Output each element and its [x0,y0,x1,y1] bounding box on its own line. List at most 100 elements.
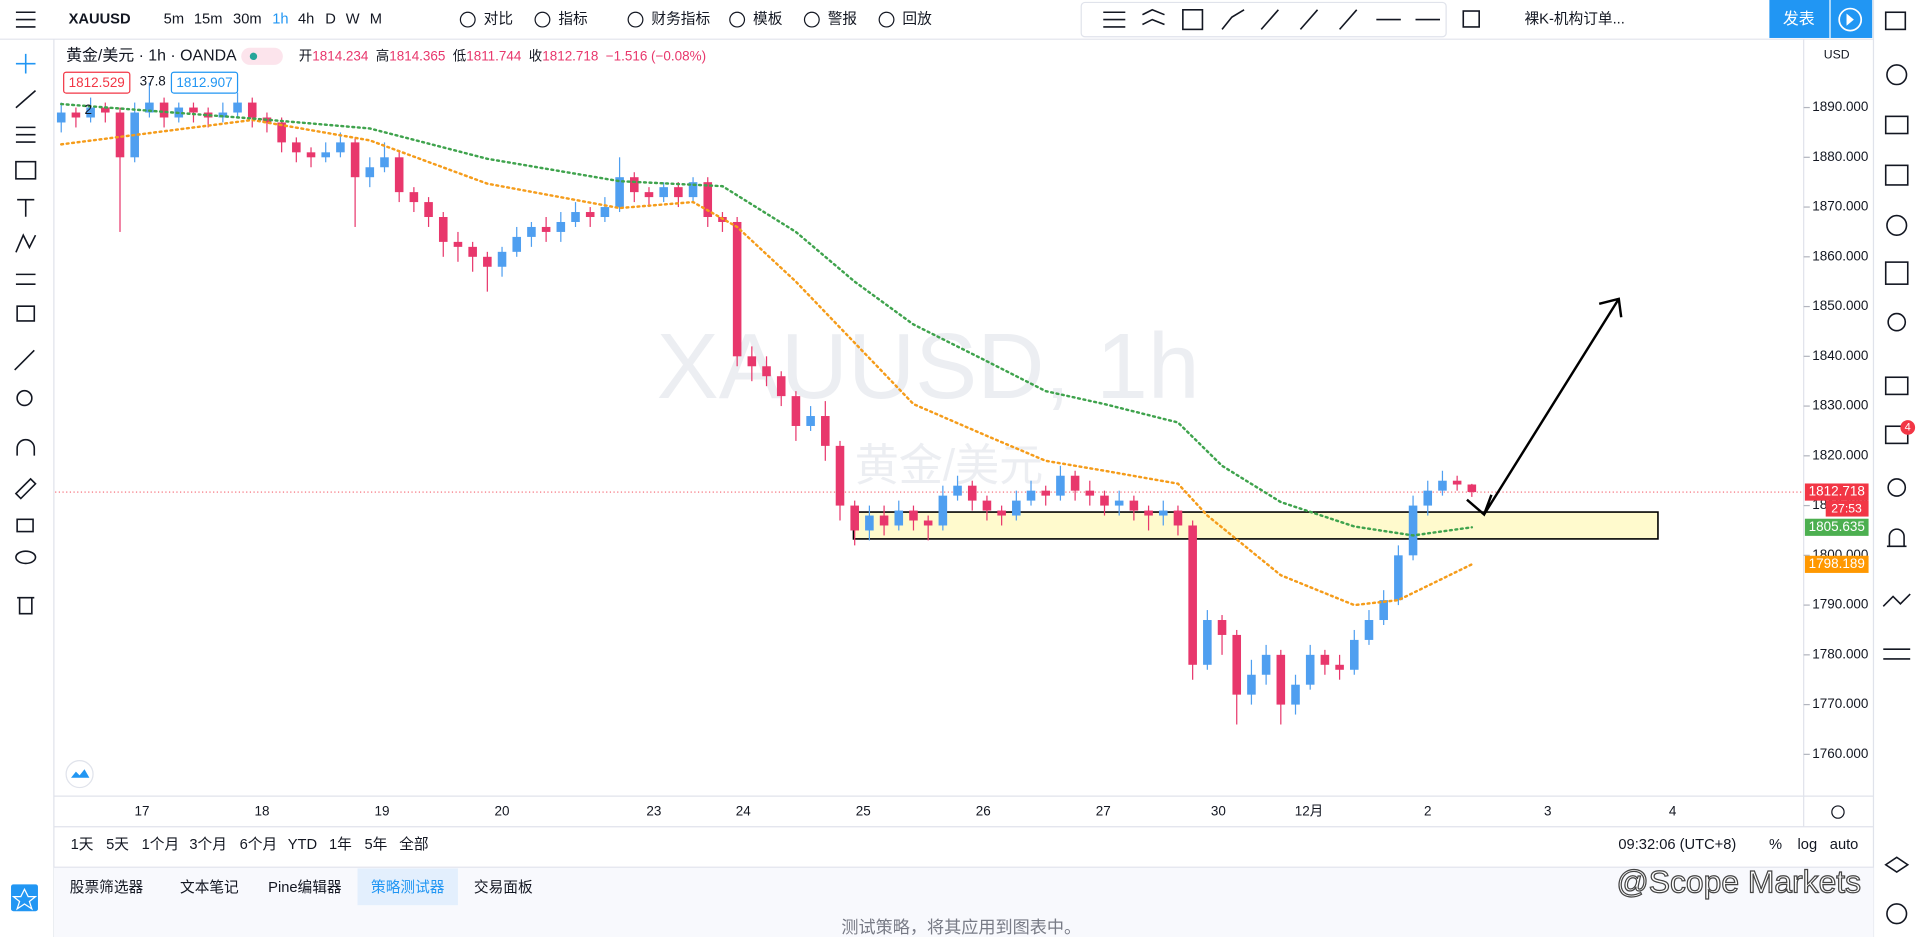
ohlc-value: 1814.234 [312,48,369,63]
star-icon [11,887,38,911]
panel-tab[interactable]: 交易面板 [474,878,533,896]
range-button[interactable]: 1天 [71,837,94,853]
layout-name[interactable]: 裸K-机构订单... [1524,10,1624,27]
axis-option[interactable]: log [1798,837,1818,853]
y-tick-label: 1840.000 [1812,348,1868,363]
toolbar-button[interactable]: 模板 [753,9,783,27]
right-sidebar[interactable] [1882,11,1911,925]
candle-body [982,500,992,511]
prediction-icon [15,273,36,285]
candle-body [1423,490,1433,506]
candle-body [1379,600,1388,621]
axis-option[interactable]: auto [1830,837,1859,853]
ohlc-value: 1812.718 [542,48,598,63]
symbol[interactable]: XAUUSD [69,11,131,27]
range-button[interactable]: YTD [288,837,317,853]
candle-body [247,102,257,118]
candle-body [938,495,948,526]
range-button[interactable]: 6个月 [240,836,278,853]
candle-body [350,142,360,178]
candle-body [923,520,933,526]
panel-tab[interactable]: 文本笔记 [180,879,239,896]
range-button[interactable]: 5年 [364,836,387,853]
sidebar-icon [1882,593,1911,607]
interval[interactable]: 1h [272,11,288,27]
candle-body [483,256,492,267]
button-icon [534,11,551,28]
panel-tab[interactable]: 股票筛选器 [70,879,144,896]
x-tick-label: 12月 [1295,804,1323,819]
countdown-tag [1825,500,1869,517]
left-tools[interactable] [14,53,37,615]
panel-tab[interactable]: Pine编辑器 [268,879,342,896]
candle-body [394,157,404,193]
interval[interactable]: 15m [194,11,223,27]
panel-tab[interactable]: 策略测试器 [371,879,445,896]
menu-icon[interactable] [15,11,36,28]
candle-body [115,112,125,158]
interval[interactable]: D [325,11,336,27]
sidebar-icon [1884,856,1910,874]
y-tick-label: 1890.000 [1812,99,1868,114]
candle-body [1305,654,1315,685]
toolbar-button[interactable]: 警报 [828,10,858,27]
x-tick-label: 2 [1424,804,1431,819]
interval[interactable]: 4h [298,11,314,27]
range-button[interactable]: 全部 [399,835,428,853]
settings-icon[interactable] [1831,805,1845,819]
watchlist-button[interactable] [11,884,38,912]
x-tick-label: 23 [646,804,661,819]
toolbar-button[interactable]: 财务指标 [651,10,710,27]
button-icon [803,11,820,28]
candle-body [1394,555,1403,601]
line-icon [15,90,37,109]
interval[interactable]: 30m [233,11,262,27]
x-tick-label: 27 [1096,804,1111,819]
toolbar-button[interactable]: 指标 [558,10,588,27]
interval[interactable]: W [346,11,360,27]
candle-body [850,505,859,531]
drawing-tools[interactable] [1103,8,1480,31]
candle-body [86,107,95,118]
candle-body [424,202,433,218]
tool-icon [1462,10,1480,28]
ask[interactable]: 1812.907 [176,75,232,90]
range-button[interactable]: 3个月 [189,836,227,853]
x-tick-label: 4 [1669,804,1677,819]
tool-icon [1260,9,1279,30]
range-button[interactable]: 1个月 [142,836,180,853]
toolbar-button[interactable]: 对比 [484,10,513,27]
range-button[interactable]: 1年 [329,836,352,853]
candle-body [292,142,301,153]
ruler-icon [14,349,35,371]
axis-option[interactable]: % [1769,837,1782,853]
publish-label[interactable]: 发表 [1783,10,1815,28]
interval[interactable]: M [370,11,382,27]
publish-button[interactable] [1769,0,1830,38]
toolbar-button[interactable]: 回放 [902,10,932,27]
candle-body [145,102,154,113]
candle-body [953,485,962,496]
candle-body [468,246,477,257]
interval[interactable]: 5m [164,11,184,27]
moving-average [60,118,1474,607]
bid[interactable]: 1812.529 [69,75,125,90]
legend-title: 黄金/美元 · 1h · OANDA [66,47,237,65]
candle-body [1041,490,1050,496]
candle-body [1144,510,1153,516]
menu-lines [15,11,36,28]
range-button[interactable]: 5天 [106,837,129,853]
price-tag [1804,518,1869,536]
pattern-icon [15,233,37,253]
x-tick-label: 25 [856,804,871,819]
candle-body [1085,490,1095,496]
sidebar-icon [1884,376,1909,396]
y-tick-label: 1770.000 [1812,696,1868,711]
candle-body [688,182,698,198]
tool-icon [1103,11,1126,28]
candle-body [1261,654,1271,675]
candle-body [1203,620,1212,665]
candle-body [1158,510,1168,516]
candle-body [409,192,419,203]
candle-body [879,515,889,526]
